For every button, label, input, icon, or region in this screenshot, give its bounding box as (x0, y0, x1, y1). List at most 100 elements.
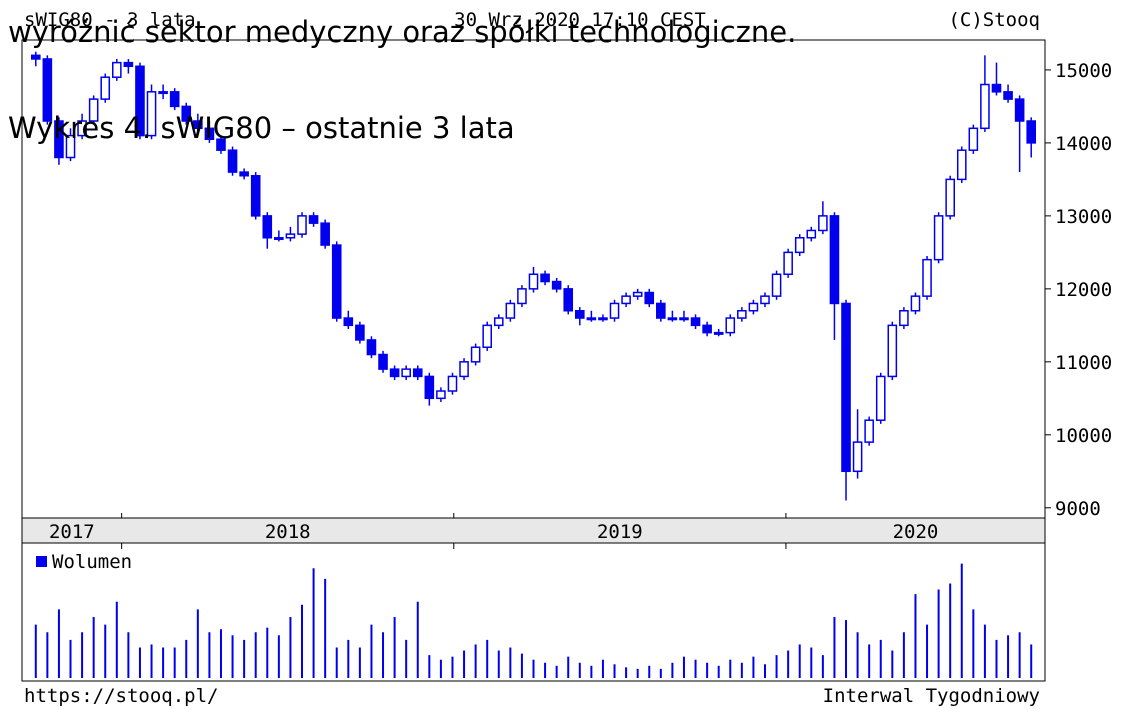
candle-body (355, 324, 365, 341)
candle-body (77, 120, 87, 137)
candle-body (968, 127, 979, 151)
candle-body (609, 302, 620, 319)
candle-body (1026, 120, 1037, 144)
candle-body (274, 237, 284, 241)
candle-body (656, 302, 666, 319)
candle-body (193, 120, 203, 130)
candle-body (30, 54, 41, 60)
x-year-label: 2019 (597, 521, 643, 543)
candle-body (239, 171, 249, 177)
volume-panel (21, 542, 1046, 682)
candle-body (297, 215, 307, 235)
y-tick-label: 13000 (1055, 206, 1112, 228)
y-tick-label: 11000 (1055, 352, 1112, 374)
candle-body (470, 346, 481, 363)
y-tick-label: 15000 (1055, 60, 1112, 82)
y-tick-label: 9000 (1055, 498, 1101, 520)
candle-body (262, 215, 273, 239)
candle-body (482, 324, 493, 348)
candle-body (771, 273, 782, 297)
candle-body (505, 302, 516, 319)
candle-body (123, 61, 134, 68)
price-panel (21, 39, 1046, 519)
candle-body (980, 83, 990, 130)
candle-body (412, 368, 423, 378)
candle-body (112, 61, 122, 78)
candle-body (899, 309, 909, 327)
candle-body (401, 368, 411, 378)
candle-body (493, 317, 504, 327)
candle-body (632, 291, 643, 297)
candle-body (250, 174, 261, 217)
candle-body (725, 317, 736, 334)
candle-body (574, 309, 585, 319)
candle-body (551, 280, 562, 290)
candle-body (598, 317, 608, 321)
candle-body (852, 441, 863, 473)
candle-body (956, 149, 967, 181)
candle-body (528, 273, 539, 290)
candle-body (922, 258, 932, 297)
candle-body (227, 149, 238, 173)
candle-body (829, 215, 840, 305)
x-year-label: 2018 (265, 521, 311, 543)
candle-body (216, 138, 226, 151)
legend-swatch (36, 556, 47, 567)
legend-label: Wolumen (52, 551, 132, 573)
footer-right: Interwal Tygodniowy (823, 685, 1040, 707)
candle-body (690, 317, 701, 327)
candle-body (88, 98, 99, 122)
candle-body (910, 295, 921, 312)
candle-body (864, 419, 874, 443)
candle-body (760, 295, 770, 305)
candle-body (517, 288, 527, 305)
candle-body (378, 353, 388, 370)
candle-body (424, 375, 435, 400)
candle-body (563, 288, 574, 312)
candle-body (54, 120, 64, 159)
overlay-line1: wyróżnić sektor medyczny oraz spółki tec… (8, 15, 796, 49)
y-tick-label: 12000 (1055, 279, 1112, 301)
candle-body (933, 215, 944, 261)
candle-body (100, 76, 111, 100)
candle-body (875, 375, 886, 421)
candle-body (135, 65, 145, 137)
candle-body (436, 390, 446, 400)
candle-body (447, 375, 458, 392)
candle-body (204, 127, 215, 140)
candle-body (169, 91, 180, 108)
candle-body (644, 291, 655, 305)
candle-body (887, 324, 898, 378)
candle-body (737, 309, 747, 319)
candle-body (65, 134, 76, 159)
candle-body (713, 331, 724, 335)
candle-body (331, 244, 342, 319)
candle-body (146, 91, 157, 137)
candle-body (42, 58, 53, 122)
candle-body (308, 215, 319, 224)
y-tick-label: 10000 (1055, 425, 1112, 447)
candle-body (748, 302, 759, 312)
candle-body (366, 339, 377, 356)
candle-body (181, 105, 192, 122)
y-tick-label: 14000 (1055, 133, 1112, 155)
header-right: (C)Stooq (948, 9, 1040, 31)
candle-body (945, 178, 955, 217)
candle-body (794, 237, 805, 254)
x-year-label: 2020 (893, 521, 939, 543)
candle-body (285, 233, 296, 239)
candle-body (621, 295, 631, 305)
candle-body (586, 317, 597, 321)
candle-body (540, 273, 550, 283)
candle-body (1014, 98, 1025, 122)
candle-body (991, 83, 1002, 93)
candle-body (841, 302, 851, 473)
time-axis-band (21, 517, 1046, 544)
candle-body (343, 317, 354, 327)
candle-body (702, 324, 712, 334)
candle-body (158, 91, 168, 95)
candle-body (806, 229, 817, 239)
header-center: 30 Wrz 2020 17:10 CEST (454, 9, 706, 31)
candle-body (679, 317, 689, 321)
